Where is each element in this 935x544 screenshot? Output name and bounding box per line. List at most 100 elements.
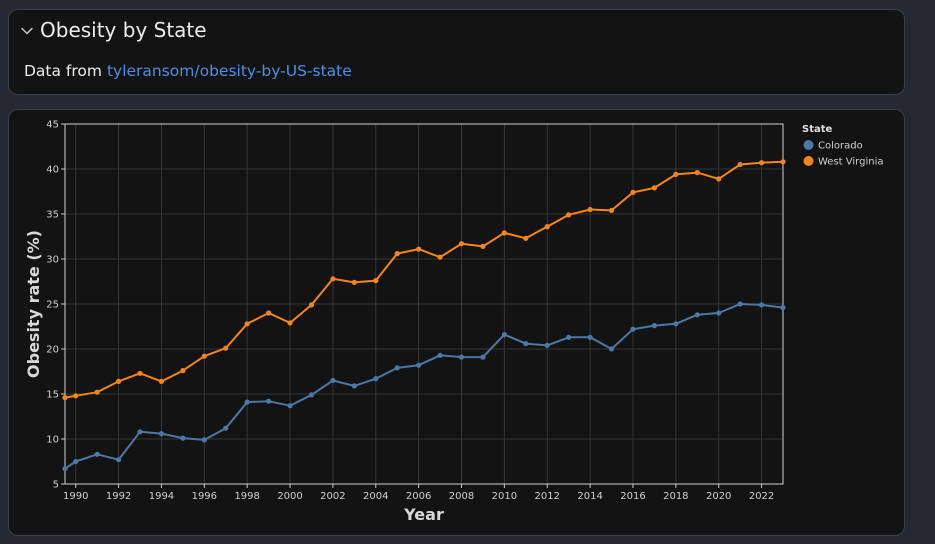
data-point-colorado	[266, 398, 272, 404]
x-tick-label: 1994	[149, 491, 174, 502]
obesity-line-chart: 5 10 15 20 25 30 35 40 45 1990 1992 1994 1996 1998 200…	[24, 120, 883, 525]
legend-symbol-west-virginia	[803, 156, 814, 166]
data-point-colorado	[62, 466, 68, 472]
data-point-west-virginia	[758, 160, 765, 166]
y-tick-label: 10	[46, 435, 59, 446]
x-tick-label: 2020	[706, 491, 731, 502]
axes: 5 10 15 20 25 30 35 40 45 1990 1992 1994 1996 1998 200…	[46, 120, 774, 503]
data-point-colorado	[694, 312, 700, 318]
x-tick-label: 2022	[749, 491, 774, 502]
series-colorado	[62, 301, 786, 472]
x-tick-label: 2018	[663, 491, 688, 502]
data-source-text: Data from tyleransom/obesity-by-US-state	[24, 60, 352, 82]
data-point-colorado	[437, 352, 443, 358]
data-point-west-virginia	[266, 310, 272, 316]
y-tick-label: 15	[46, 390, 59, 401]
data-point-colorado	[737, 301, 743, 307]
data-point-west-virginia	[287, 320, 293, 326]
x-tick-label: 2002	[320, 491, 345, 502]
x-tick-label: 2010	[492, 491, 517, 502]
legend: State Colorado West Virginia	[802, 124, 883, 168]
y-tick-label: 45	[46, 120, 59, 131]
legend-symbol-colorado	[803, 140, 814, 150]
legend-label-colorado: Colorado	[818, 141, 863, 152]
data-point-colorado	[180, 435, 186, 441]
y-tick-label: 40	[46, 165, 59, 176]
x-tick-label: 2014	[577, 491, 602, 502]
data-point-colorado	[73, 458, 79, 465]
data-point-west-virginia	[480, 243, 486, 249]
data-point-colorado	[137, 429, 143, 435]
data-point-colorado	[758, 302, 765, 308]
data-point-colorado	[351, 383, 357, 389]
data-point-west-virginia	[694, 170, 700, 176]
legend-title: State	[802, 124, 833, 135]
data-source-prefix: Data from	[24, 62, 107, 80]
y-tick-label: 35	[46, 210, 59, 221]
data-point-colorado	[587, 334, 593, 340]
data-point-west-virginia	[308, 302, 315, 308]
y-tick-label: 20	[46, 345, 59, 356]
data-point-colorado	[158, 431, 165, 437]
data-point-colorado	[373, 376, 379, 382]
data-point-west-virginia	[651, 185, 658, 191]
data-point-west-virginia	[416, 246, 422, 252]
x-tick-label: 2016	[620, 491, 645, 502]
data-point-west-virginia	[394, 251, 400, 257]
data-point-west-virginia	[544, 224, 550, 230]
data-point-west-virginia	[716, 176, 722, 182]
series-west-virginia	[62, 159, 786, 401]
legend-label-west-virginia: West Virginia	[818, 157, 883, 168]
data-point-colorado	[716, 310, 722, 316]
y-axis-title: Obesity rate (%)	[24, 230, 43, 378]
data-point-west-virginia	[244, 321, 250, 327]
data-point-west-virginia	[523, 235, 529, 241]
data-point-colorado	[501, 332, 507, 338]
data-point-colorado	[458, 354, 465, 360]
data-point-colorado	[608, 346, 615, 352]
data-point-west-virginia	[566, 212, 572, 218]
data-point-colorado	[394, 365, 400, 371]
data-point-colorado	[115, 457, 122, 463]
data-point-west-virginia	[137, 370, 143, 376]
data-point-colorado	[416, 362, 422, 368]
x-tick-label: 2008	[449, 491, 474, 502]
page-title: Obesity by State	[40, 18, 207, 42]
data-point-colorado	[244, 399, 250, 405]
data-point-west-virginia	[673, 171, 679, 177]
y-tick-label: 5	[53, 480, 59, 491]
x-tick-label: 2004	[363, 491, 388, 502]
series	[62, 159, 786, 472]
data-point-west-virginia	[501, 230, 507, 236]
data-point-west-virginia	[437, 254, 443, 260]
x-tick-label: 1996	[192, 491, 217, 502]
data-point-colorado	[673, 321, 679, 327]
data-point-colorado	[223, 425, 229, 431]
data-point-west-virginia	[73, 393, 79, 399]
data-point-west-virginia	[351, 279, 357, 285]
data-point-west-virginia	[373, 278, 379, 284]
data-point-west-virginia	[94, 389, 100, 395]
data-point-west-virginia	[180, 368, 186, 374]
data-point-colorado	[651, 323, 658, 329]
x-tick-label: 1992	[106, 491, 131, 502]
x-tick-label: 2012	[535, 491, 560, 502]
header-card: Obesity by State Data from tyleransom/ob…	[8, 9, 905, 95]
data-point-colorado	[630, 326, 636, 332]
data-point-west-virginia	[458, 241, 465, 247]
data-point-colorado	[780, 305, 786, 311]
data-point-west-virginia	[201, 353, 207, 359]
x-tick-label: 1990	[63, 491, 88, 502]
data-point-colorado	[201, 437, 207, 443]
x-tick-label: 2006	[406, 491, 431, 502]
data-point-west-virginia	[630, 189, 636, 195]
data-point-west-virginia	[780, 159, 786, 165]
data-point-west-virginia	[223, 345, 229, 351]
data-source-link[interactable]: tyleransom/obesity-by-US-state	[106, 62, 352, 80]
data-point-colorado	[94, 451, 100, 457]
data-point-colorado	[287, 403, 293, 409]
chevron-down-icon[interactable]	[20, 24, 34, 38]
x-axis-title: Year	[403, 505, 444, 524]
data-point-colorado	[330, 377, 336, 384]
data-point-west-virginia	[158, 378, 165, 384]
